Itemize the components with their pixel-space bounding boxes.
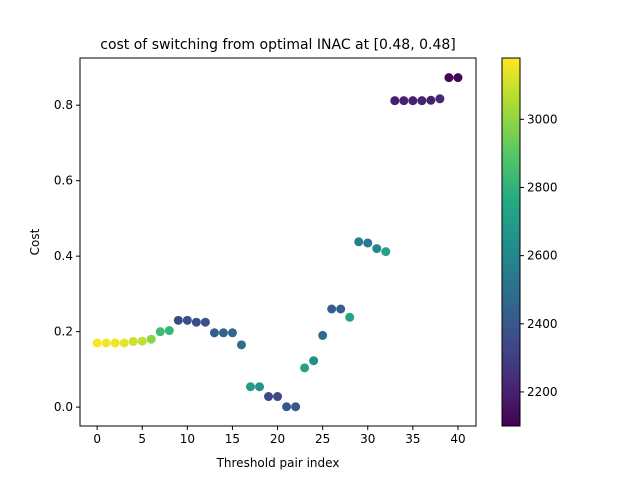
- x-tick-label: 25: [315, 432, 330, 446]
- colorbar-tick-label: 3000: [527, 112, 558, 126]
- data-point-30: [363, 238, 373, 248]
- data-point-37: [426, 95, 436, 105]
- data-point-1: [101, 338, 111, 348]
- data-point-17: [245, 382, 255, 392]
- colorbar-gradient: [502, 58, 520, 426]
- x-axis-ticks: 0 5 10 15 20 25 30 35 40: [93, 426, 466, 446]
- data-point-27: [336, 304, 346, 314]
- data-point-16: [236, 340, 246, 350]
- data-point-6: [146, 334, 156, 344]
- data-point-39: [444, 73, 454, 83]
- data-point-20: [273, 392, 283, 402]
- data-point-25: [318, 330, 328, 340]
- data-point-11: [191, 317, 201, 327]
- data-point-4: [128, 336, 138, 346]
- data-point-40: [453, 73, 463, 83]
- data-point-9: [173, 315, 183, 325]
- data-point-19: [264, 392, 274, 402]
- data-point-23: [300, 363, 310, 373]
- y-tick-label: 0.4: [54, 249, 73, 263]
- data-point-31: [372, 244, 382, 254]
- x-tick-label: 40: [450, 432, 465, 446]
- y-tick-label: 0.0: [54, 400, 73, 414]
- data-point-21: [282, 402, 292, 412]
- data-point-33: [390, 96, 400, 106]
- data-point-15: [227, 328, 237, 338]
- data-point-35: [408, 96, 418, 106]
- data-point-3: [119, 338, 129, 348]
- x-tick-label: 30: [360, 432, 375, 446]
- data-point-29: [354, 237, 364, 247]
- plot-area: 0 5 10 15 20 25 30 35 40 0.0 0.2 0.4 0.6 0.8: [54, 57, 477, 446]
- y-tick-label: 0.6: [54, 174, 73, 188]
- y-tick-label: 0.2: [54, 325, 73, 339]
- colorbar-tick-label: 2400: [527, 317, 558, 331]
- x-tick-label: 0: [93, 432, 101, 446]
- data-point-24: [309, 356, 319, 366]
- y-axis-label: Cost: [28, 228, 42, 255]
- colorbar-tick-label: 2200: [527, 385, 558, 399]
- y-axis-ticks: 0.0 0.2 0.4 0.6 0.8: [54, 98, 80, 414]
- data-point-36: [417, 96, 427, 106]
- data-points: [92, 73, 463, 412]
- data-point-13: [209, 328, 219, 338]
- data-point-7: [155, 327, 165, 337]
- data-point-5: [137, 336, 147, 346]
- colorbar-tick-label: 2800: [527, 180, 558, 194]
- data-point-2: [110, 338, 120, 348]
- data-point-22: [291, 402, 301, 412]
- data-point-26: [327, 304, 337, 314]
- colorbar-frame: [501, 57, 521, 427]
- x-tick-label: 5: [138, 432, 146, 446]
- x-tick-label: 35: [405, 432, 420, 446]
- colorbar-ticks: 2200 2400 2600 2800 3000: [520, 112, 558, 399]
- data-point-32: [381, 247, 391, 257]
- x-tick-label: 20: [270, 432, 285, 446]
- data-point-38: [435, 94, 445, 104]
- data-point-8: [164, 326, 174, 336]
- data-point-12: [200, 317, 210, 327]
- data-point-0: [92, 338, 102, 348]
- x-tick-label: 10: [180, 432, 195, 446]
- x-tick-label: 15: [225, 432, 240, 446]
- data-point-10: [182, 315, 192, 325]
- data-point-18: [255, 382, 265, 392]
- chart-title: cost of switching from optimal INAC at […: [100, 37, 456, 53]
- colorbar: 2200 2400 2600 2800 3000: [501, 57, 558, 427]
- y-tick-label: 0.8: [54, 98, 73, 112]
- x-axis-label: Threshold pair index: [216, 456, 340, 470]
- data-point-28: [345, 312, 355, 322]
- data-point-34: [399, 96, 409, 106]
- data-point-14: [218, 328, 228, 338]
- colorbar-tick-label: 2600: [527, 249, 558, 263]
